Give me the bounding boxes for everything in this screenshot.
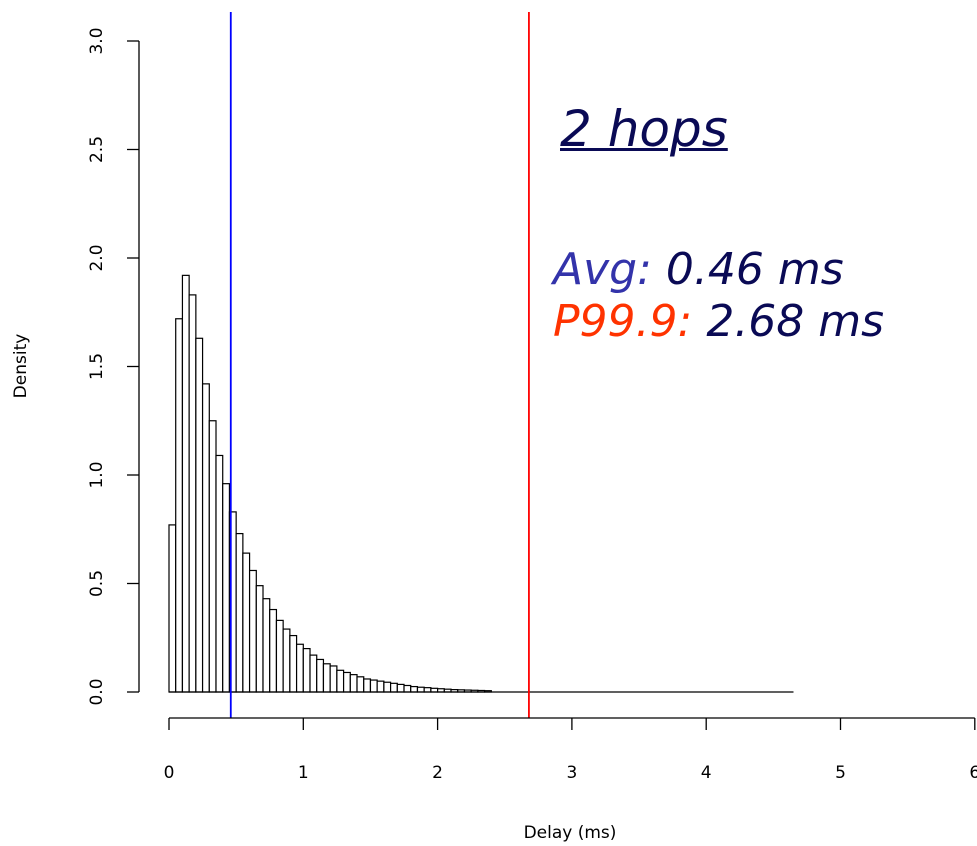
histogram-bar [363, 678, 372, 693]
histogram-bar [275, 619, 284, 693]
avg-annotation: Avg: 0.46 ms [553, 245, 844, 295]
histogram-bar [201, 383, 210, 693]
histogram-bar [262, 598, 271, 693]
histogram-bar [302, 647, 311, 693]
x-tick-label: 6 [969, 763, 977, 783]
histogram-bar [403, 684, 412, 693]
histogram-bar [383, 681, 392, 693]
histogram-bar [356, 676, 365, 693]
histogram-bar [188, 294, 197, 693]
y-tick-label: 2.5 [87, 136, 107, 163]
histogram-bar [316, 658, 325, 693]
histogram-bar [389, 682, 398, 693]
histogram-bar [410, 685, 419, 693]
histogram-bars [168, 274, 492, 693]
x-tick-label: 2 [432, 763, 443, 783]
chart-annotation-title: 2 hops [560, 100, 728, 158]
histogram-bar [336, 669, 345, 693]
reference-lines [229, 12, 530, 718]
histogram-bar [242, 552, 251, 693]
histogram-bar [376, 680, 385, 693]
p99-value: 2.68 ms [706, 296, 885, 347]
avg-value: 0.46 ms [665, 244, 844, 295]
histogram-bar [396, 683, 405, 693]
histogram-bar [309, 654, 318, 693]
histogram-bar [342, 671, 351, 693]
histogram-bar [322, 663, 331, 693]
y-axis: 0.0 0.5 1.0 1.5 2.0 2.5 3.0 [87, 27, 140, 706]
x-tick-label: 5 [835, 763, 846, 783]
p99-label: P99.9: [553, 296, 693, 347]
histogram-bar [181, 274, 190, 693]
y-axis-label: Density [11, 334, 31, 399]
x-tick-label: 0 [164, 763, 175, 783]
histogram-bar [235, 532, 244, 693]
x-tick-label: 3 [566, 763, 577, 783]
histogram-bar [168, 524, 177, 693]
histogram-bar [416, 686, 425, 693]
histogram-bar [282, 628, 291, 693]
histogram-bar [222, 483, 231, 693]
y-tick-label: 0.0 [87, 678, 107, 705]
histogram-bar [289, 634, 298, 693]
histogram-bar [423, 687, 432, 693]
x-tick-label: 4 [701, 763, 712, 783]
histogram-bar [215, 454, 224, 693]
histogram-bar [369, 679, 378, 693]
y-tick-label: 0.5 [87, 570, 107, 597]
x-axis: 0 1 2 3 4 5 6 [164, 717, 977, 783]
histogram-bar [208, 420, 217, 693]
x-tick-label: 1 [298, 763, 309, 783]
histogram-bar [248, 569, 257, 693]
x-axis-label: Delay (ms) [524, 823, 617, 843]
y-tick-label: 3.0 [87, 27, 107, 54]
y-tick-label: 1.0 [87, 461, 107, 488]
y-tick-label: 1.5 [87, 353, 107, 380]
histogram-bar [269, 608, 278, 693]
histogram-bar [255, 585, 264, 693]
histogram-bar [295, 643, 304, 693]
avg-label: Avg: [553, 244, 652, 295]
histogram-bar [329, 665, 338, 693]
y-tick-label: 2.0 [87, 244, 107, 271]
histogram-bar [175, 318, 184, 693]
p99-annotation: P99.9: 2.68 ms [553, 297, 884, 347]
histogram-bar [195, 337, 204, 693]
histogram-bar [349, 674, 358, 693]
